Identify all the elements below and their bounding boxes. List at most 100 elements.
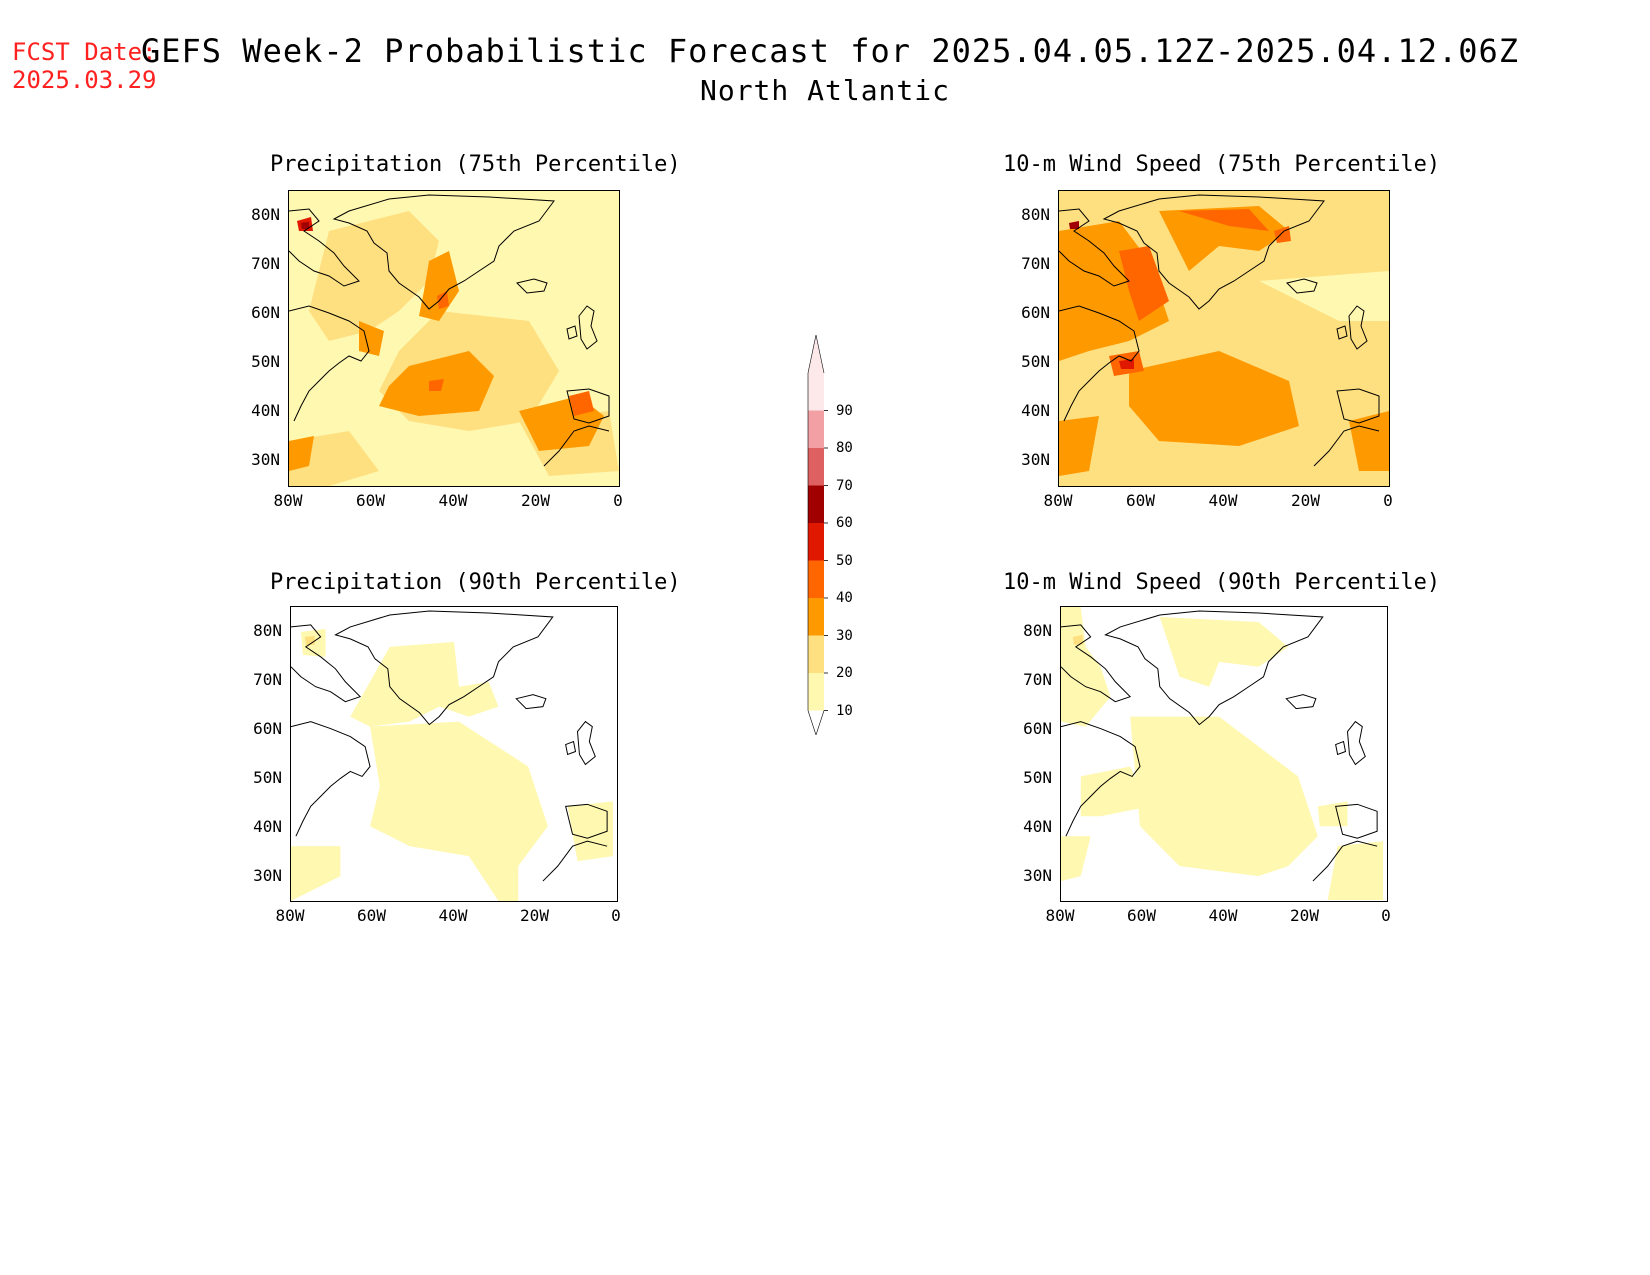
colorbar: [807, 335, 828, 735]
lon-tick-label: 0: [613, 491, 623, 510]
coastline: [1313, 425, 1380, 467]
map-canvas: [1059, 191, 1389, 486]
coastline: [1102, 194, 1325, 310]
colorbar-label: 90: [836, 402, 853, 419]
coastline: [289, 208, 360, 287]
lon-tick-label: 0: [1383, 491, 1393, 510]
forecast-date-label: FCST Date:: [12, 38, 157, 66]
lat-tick-label: 30N: [251, 450, 280, 470]
lat-tick-label: 40N: [1021, 401, 1050, 421]
lat-tick-label: 30N: [1021, 450, 1050, 470]
colorbar-label: 30: [836, 627, 853, 644]
lat-tick-label: 40N: [251, 401, 280, 421]
map-wind-90: [1060, 606, 1388, 902]
lon-tick-label: 80W: [273, 491, 303, 510]
colorbar-label: 40: [836, 590, 853, 606]
lat-tick-label: 60N: [1023, 718, 1052, 738]
lat-tick-label: 60N: [253, 718, 282, 738]
map-canvas: [1061, 607, 1387, 901]
probability-field: [569, 391, 594, 416]
coastline: [1336, 325, 1348, 340]
coastline: [1346, 720, 1366, 766]
coastline: [1336, 388, 1380, 424]
coastline: [1059, 305, 1140, 422]
colorbar-label: 80: [836, 440, 853, 456]
probability-field: [1159, 616, 1289, 687]
panel-title-wind-75: 10-m Wind Speed (75th Percentile): [1003, 152, 1441, 177]
coastline: [565, 740, 577, 756]
coastline: [334, 610, 554, 726]
lat-tick-label: 80N: [253, 620, 282, 640]
figure-title-line1: GEFS Week-2 Probabilistic Forecast for 2…: [140, 32, 1520, 70]
coastline: [1061, 624, 1132, 703]
colorbar-label: 10: [836, 702, 853, 719]
lat-tick-label: 60N: [251, 302, 280, 322]
coastline: [1335, 803, 1378, 839]
lat-tick-label: 40N: [253, 816, 282, 836]
lat-tick-label: 60N: [1021, 302, 1050, 322]
panel-title-precip-90: Precipitation (90th Percentile): [270, 570, 681, 595]
lon-tick-label: 20W: [520, 906, 549, 925]
figure-title: GEFS Week-2 Probabilistic Forecast for 2…: [0, 32, 1650, 107]
lat-tick-label: 30N: [1023, 865, 1052, 885]
forecast-date-value: 2025.03.29: [12, 66, 157, 94]
lon-tick-label: 40W: [438, 491, 468, 510]
colorbar-segment: [808, 410, 824, 448]
probability-field: [304, 635, 315, 645]
probability-field: [289, 436, 314, 471]
colorbar-segment: [808, 673, 824, 711]
probability-field: [301, 222, 309, 229]
lon-tick-label: 60W: [1126, 491, 1155, 510]
coastline: [1348, 305, 1368, 350]
map-wind-75: [1058, 190, 1390, 487]
probability-field: [1061, 836, 1091, 882]
colorbar-label: 50: [836, 552, 853, 569]
probability-field: [309, 211, 439, 341]
lat-tick-label: 80N: [1021, 204, 1050, 224]
coastline: [291, 624, 362, 703]
forecast-date: FCST Date: 2025.03.29: [12, 38, 157, 94]
probability-field: [291, 846, 341, 901]
probability-field: [1072, 634, 1083, 645]
colorbar-segment: [808, 560, 824, 598]
lat-tick-label: 80N: [1023, 620, 1052, 640]
lon-tick-label: 40W: [1208, 906, 1238, 925]
coastline: [1286, 278, 1318, 294]
colorbar-segment: [808, 485, 824, 523]
colorbar-segment: [808, 448, 824, 486]
probability-field: [1059, 416, 1099, 476]
lon-tick-label: 0: [1381, 906, 1391, 925]
colorbar-label: 70: [836, 477, 853, 494]
probability-field: [1080, 766, 1150, 817]
lon-tick-label: 20W: [521, 491, 550, 510]
coastline: [566, 388, 610, 424]
lon-tick-label: 20W: [1291, 491, 1320, 510]
probability-field: [1179, 209, 1269, 231]
lat-tick-label: 70N: [1021, 253, 1050, 273]
probability-field: [1119, 246, 1169, 321]
colorbar-label: 20: [836, 665, 853, 681]
colorbar-segment: [808, 373, 824, 411]
lat-tick-label: 50N: [253, 767, 282, 787]
probability-field: [419, 251, 459, 321]
coastline: [516, 278, 548, 294]
lon-tick-label: 80W: [275, 906, 305, 925]
lat-tick-label: 50N: [1023, 767, 1052, 787]
probability-field: [1327, 841, 1384, 901]
probability-field: [1069, 221, 1079, 229]
coastline: [291, 721, 371, 837]
coastline: [578, 305, 598, 350]
colorbar-label: 60: [836, 515, 853, 531]
lat-tick-label: 70N: [253, 669, 282, 689]
coastline: [543, 425, 610, 467]
lon-tick-label: 80W: [1043, 491, 1073, 510]
coastline: [1312, 840, 1378, 882]
coastline: [576, 720, 596, 766]
probability-field: [1119, 359, 1134, 369]
probability-field: [1129, 351, 1299, 446]
lon-tick-label: 0: [611, 906, 621, 925]
lat-tick-label: 80N: [251, 204, 280, 224]
lon-tick-label: 80W: [1045, 906, 1075, 925]
probability-field: [429, 379, 444, 391]
coastline: [542, 840, 608, 882]
